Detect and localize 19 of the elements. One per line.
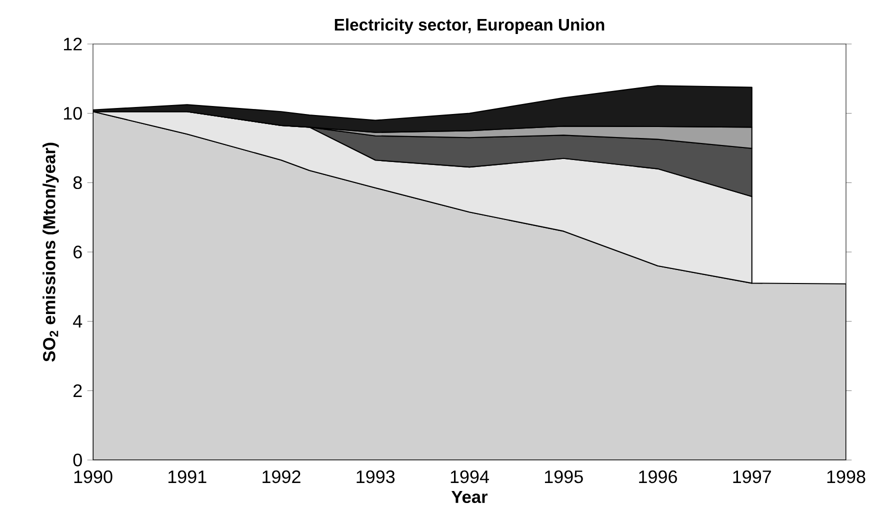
y-tick-label: 0 xyxy=(73,454,82,466)
x-tick-label: 1998 xyxy=(827,470,866,484)
y-tick-label: 4 xyxy=(73,315,82,328)
x-tick-label: 1997 xyxy=(733,470,771,484)
x-axis-title: Year xyxy=(451,490,488,504)
x-tick-label: 1991 xyxy=(168,470,206,484)
x-tick-label: 1996 xyxy=(639,470,677,484)
x-tick-label: 1990 xyxy=(74,470,112,484)
y-axis-title: SO$_{2}$ emissions (Mton/year) xyxy=(42,142,59,362)
x-tick-label: 1994 xyxy=(450,470,489,484)
y-tick-label: 12 xyxy=(64,38,82,50)
y-tick-label: 2 xyxy=(74,384,82,397)
y-tick-label: 6 xyxy=(74,246,82,258)
y-tick-label: 10 xyxy=(64,106,82,120)
x-tick-label: 1995 xyxy=(544,470,583,484)
x-tick-label: 1993 xyxy=(356,470,395,484)
chart-title: Electricity sector, European Union xyxy=(334,18,604,34)
y-tick-label: 8 xyxy=(73,176,82,190)
x-tick-label: 1992 xyxy=(262,470,300,484)
